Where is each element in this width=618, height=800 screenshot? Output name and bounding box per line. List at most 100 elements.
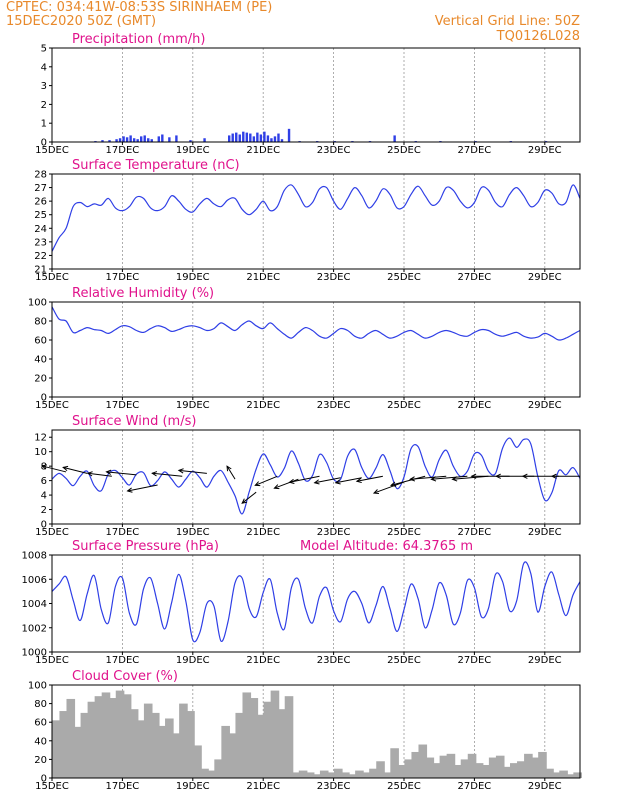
cloud-cover-bar xyxy=(531,757,540,778)
cloud-cover-bar xyxy=(397,764,406,778)
plot-frame xyxy=(51,47,581,143)
wind-arrow-head xyxy=(40,464,48,470)
precipitation-bar xyxy=(115,139,118,142)
y-tick-label: 100 xyxy=(28,298,47,309)
wind-arrow-head xyxy=(126,487,133,493)
cloud-cover-bar xyxy=(319,770,329,778)
cloud-cover-bar xyxy=(418,744,428,778)
cloud-cover-bar xyxy=(376,761,385,778)
x-tick-label: 23DEC xyxy=(317,781,351,792)
cloud-cover-bar xyxy=(559,770,568,778)
y-tick-label: 40 xyxy=(34,355,47,366)
precipitation-bar xyxy=(238,134,241,142)
cloud-cover-bar xyxy=(545,768,554,778)
x-tick-label: 15DEC xyxy=(35,655,69,666)
model-altitude: Model Altitude: 64.3765 m xyxy=(300,539,473,554)
cloud-cover-bar xyxy=(305,772,315,778)
x-tick-label: 29DEC xyxy=(528,400,562,411)
wind-vector-arrow xyxy=(106,471,137,476)
y-tick-label: 1004 xyxy=(22,599,47,610)
wind-line xyxy=(51,437,581,515)
precipitation-bar xyxy=(189,140,192,142)
x-tick-label: 27DEC xyxy=(458,272,492,283)
cloud-cover-bar xyxy=(122,694,132,778)
y-tick-label: 2 xyxy=(41,505,47,516)
cloud-cover-title: Cloud Cover (%) xyxy=(72,669,178,684)
cloud-cover-bar xyxy=(348,774,357,778)
y-tick-label: 1008 xyxy=(22,551,47,562)
cloud-cover-bar xyxy=(214,759,223,778)
cloud-cover-bar xyxy=(186,711,195,778)
wind-vector-arrow xyxy=(274,478,299,489)
x-tick-label: 25DEC xyxy=(387,272,421,283)
cloud-cover-bar xyxy=(87,701,97,778)
precipitation-bar xyxy=(129,135,132,142)
precipitation-bar xyxy=(150,139,153,142)
x-tick-label: 15DEC xyxy=(35,145,69,156)
cloud-cover-bar xyxy=(115,690,125,778)
cloud-cover-bar xyxy=(249,698,259,778)
x-tick-label: 21DEC xyxy=(246,781,280,792)
y-tick-label: 60 xyxy=(34,336,47,347)
cloud-cover-bar xyxy=(488,757,498,778)
wind-arrow-head xyxy=(226,465,232,472)
cloud-cover-bar xyxy=(312,774,322,778)
x-tick-label: 25DEC xyxy=(387,781,421,792)
y-tick-label: 25 xyxy=(34,210,47,221)
cloud-cover-bar xyxy=(277,709,287,778)
pressure-title: Surface Pressure (hPa) xyxy=(72,539,219,554)
cloud-cover-bar xyxy=(158,725,167,778)
wind-vector-arrow xyxy=(373,481,405,494)
wind-vector-arrow xyxy=(87,472,112,477)
x-tick-label: 25DEC xyxy=(387,145,421,156)
y-tick-label: 1006 xyxy=(22,575,47,586)
precipitation-bar xyxy=(168,137,171,142)
y-tick-label: 12 xyxy=(34,433,47,444)
precipitation-bar xyxy=(287,128,291,142)
x-tick-label: 15DEC xyxy=(35,781,69,792)
wind-vector-arrow xyxy=(127,484,158,492)
y-tick-label: 20 xyxy=(34,755,47,766)
precipitation-bar xyxy=(270,138,273,142)
x-tick-label: 17DEC xyxy=(106,781,140,792)
cloud-cover-bar xyxy=(52,720,61,778)
precipitation-bar xyxy=(228,135,231,142)
x-tick-label: 17DEC xyxy=(106,655,140,666)
precipitation-title: Precipitation (mm/h) xyxy=(72,32,205,47)
wind-vector-arrow xyxy=(152,472,183,477)
grid-line-note: Vertical Grid Line: 50Z xyxy=(435,14,580,29)
cloud-cover-bar xyxy=(66,698,76,778)
cloud-cover-bar xyxy=(517,761,526,778)
precipitation-bar xyxy=(273,136,277,142)
wind-arrow-head xyxy=(288,478,295,485)
cloud-cover-bar xyxy=(467,753,477,778)
y-tick-label: 21 xyxy=(34,265,47,276)
cloud-cover-bar xyxy=(390,748,399,778)
wind-vector-arrow xyxy=(314,477,341,484)
cloud-cover-bar xyxy=(263,701,273,778)
precipitation-bar xyxy=(147,138,150,142)
y-tick-label: 0 xyxy=(41,393,47,404)
pressure-panel: 15DEC 17DEC 19DEC 21DEC 23DEC 25DEC 27DEC 29DEC… xyxy=(22,539,581,666)
wind-vector-arrow xyxy=(335,477,362,484)
x-tick-label: 17DEC xyxy=(106,145,140,156)
x-tick-label: 25DEC xyxy=(387,655,421,666)
y-tick-label: 28 xyxy=(34,170,47,181)
precipitation-bar xyxy=(277,133,280,142)
wind-arrow-head xyxy=(273,484,280,490)
x-tick-label: 23DEC xyxy=(317,145,351,156)
model-code: TQ0126L028 xyxy=(496,29,580,44)
precipitation-bar xyxy=(252,136,256,142)
wind-vector-arrow xyxy=(63,466,88,474)
x-tick-label: 19DEC xyxy=(176,527,210,538)
wind-vector-arrow xyxy=(390,475,426,486)
precipitation-bar xyxy=(132,138,136,142)
wind-arrow-head xyxy=(390,481,397,487)
y-tick-label: 6 xyxy=(41,476,47,487)
temperature-line xyxy=(51,184,581,252)
cloud-cover-bar xyxy=(446,753,456,778)
y-tick-label: 4 xyxy=(41,491,47,502)
cloud-cover-bar xyxy=(460,759,470,778)
precipitation-bar xyxy=(101,140,104,142)
cloud-cover-bar xyxy=(453,764,463,778)
